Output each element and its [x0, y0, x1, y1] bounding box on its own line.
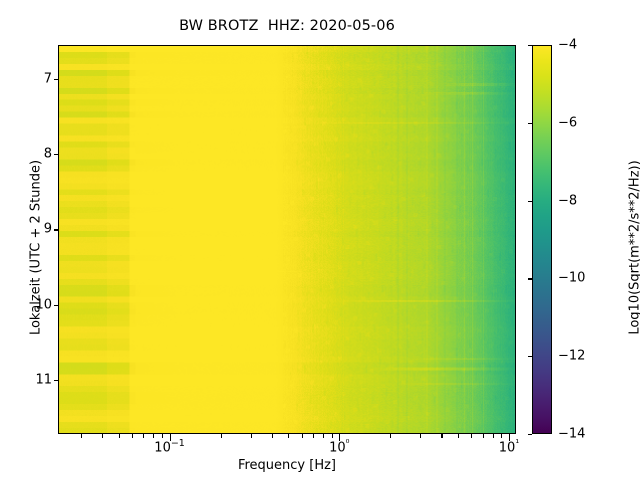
- x-minor-tick: [131, 434, 134, 438]
- colorbar-tick-label: −4: [558, 37, 578, 53]
- x-minor-tick: [80, 434, 82, 438]
- colorbar-tick-label: −8: [558, 193, 578, 209]
- colorbar-tick: [527, 278, 532, 280]
- x-tick-label: 10⁰: [329, 438, 350, 456]
- spectrogram-plot-area: [58, 45, 516, 434]
- page-title: BW BROTZ HHZ: 2020-05-06: [179, 18, 395, 34]
- y-tick-label: 11: [35, 372, 52, 388]
- x-major-tick: [508, 434, 511, 441]
- x-minor-tick: [118, 434, 120, 438]
- x-minor-tick: [482, 434, 484, 438]
- y-major-tick: [54, 379, 58, 381]
- spectrogram-image: [59, 46, 515, 433]
- y-tick-label: 8: [43, 146, 52, 162]
- colorbar-label: Log10(Sqrt(m**2/s**2/Hz)): [627, 159, 640, 335]
- colorbar-tick: [527, 122, 532, 124]
- colorbar-tick-label: −12: [558, 348, 586, 364]
- colorbar-tick-label: −10: [558, 270, 586, 286]
- y-major-tick: [54, 154, 58, 156]
- x-minor-tick: [390, 434, 392, 438]
- y-axis-label: Lokalzeit (UTC + 2 Stunde): [28, 159, 44, 335]
- x-major-tick: [339, 434, 341, 441]
- x-major-tick: [169, 434, 171, 441]
- x-minor-tick: [250, 434, 252, 438]
- x-minor-tick: [420, 434, 422, 438]
- colorbar-tick-label: −6: [558, 115, 578, 131]
- y-major-tick: [54, 304, 58, 306]
- y-tick-label: 7: [43, 71, 52, 87]
- x-minor-tick: [312, 434, 315, 438]
- y-tick-label: 9: [43, 221, 52, 237]
- x-minor-tick: [153, 434, 155, 438]
- x-minor-tick: [301, 434, 303, 438]
- colorbar-tick-label: −14: [558, 426, 586, 442]
- y-tick-label: 10: [35, 297, 52, 313]
- y-major-tick: [54, 229, 58, 231]
- colorbar-tick: [527, 45, 532, 47]
- x-minor-tick: [492, 434, 494, 438]
- x-minor-tick: [471, 434, 473, 438]
- x-minor-tick: [457, 434, 459, 438]
- colorbar-tick: [527, 356, 532, 358]
- x-axis-label: Frequency [Hz]: [237, 458, 337, 473]
- x-minor-tick: [271, 434, 273, 438]
- x-minor-tick: [441, 434, 443, 438]
- y-major-tick: [54, 78, 58, 81]
- x-minor-tick: [322, 434, 324, 438]
- x-tick-label: 10−1: [154, 438, 185, 456]
- x-minor-tick: [143, 434, 145, 438]
- x-minor-tick: [161, 434, 163, 438]
- colorbar-tick: [527, 434, 532, 436]
- x-minor-tick: [102, 434, 104, 438]
- x-tick-label: 10¹: [498, 438, 520, 456]
- colorbar-tick: [527, 200, 532, 202]
- colorbar: [532, 45, 552, 434]
- x-minor-tick: [220, 434, 222, 438]
- x-minor-tick: [288, 434, 290, 438]
- x-minor-tick: [331, 434, 333, 438]
- x-minor-tick: [501, 434, 503, 438]
